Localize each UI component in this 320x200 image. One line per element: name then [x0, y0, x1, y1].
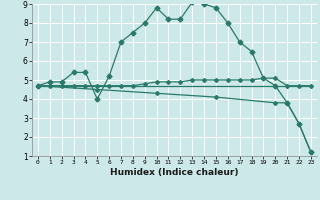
X-axis label: Humidex (Indice chaleur): Humidex (Indice chaleur) [110, 168, 239, 177]
